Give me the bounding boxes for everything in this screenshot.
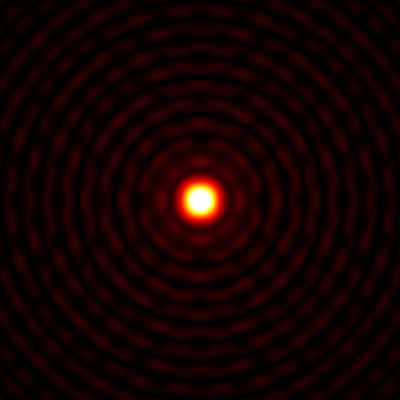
diffraction-pattern-canvas	[0, 0, 400, 400]
diffraction-image	[0, 0, 400, 400]
